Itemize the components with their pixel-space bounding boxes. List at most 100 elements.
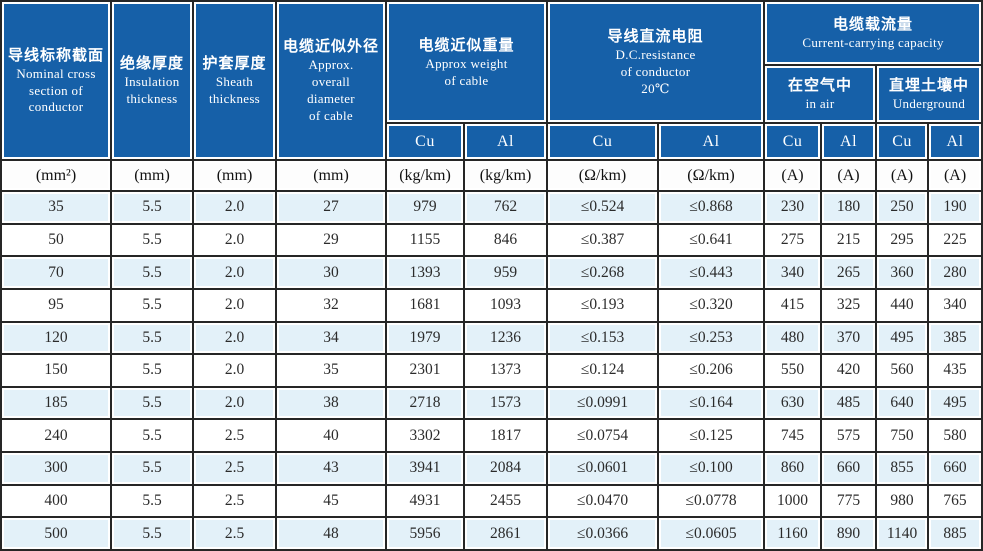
table-cell: 1573 — [465, 387, 547, 419]
table-cell: 70 — [2, 257, 110, 288]
table-cell: 745 — [765, 420, 821, 451]
col-header-underground-en: Underground — [892, 96, 966, 112]
table-cell: 2084 — [465, 453, 547, 484]
table-cell: ≤0.0778 — [659, 485, 764, 517]
table-cell: 4931 — [387, 485, 463, 517]
unit-cell: (kg/km) — [465, 161, 547, 190]
table-cell: 2.0 — [194, 322, 275, 354]
col-header-sheath: 护套厚度 Sheath thickness — [194, 2, 275, 159]
unit-cell: (A) — [877, 161, 928, 190]
table-cell: 1155 — [387, 224, 463, 256]
table-row: 300 5.5 2.5 43 3941 2084 ≤0.0601 ≤0.100 860 660 85… — [2, 453, 982, 484]
table-cell: 5.5 — [112, 257, 192, 288]
table-cell: 95 — [2, 289, 110, 321]
table-cell: 280 — [929, 257, 982, 288]
table-cell: 5.5 — [112, 420, 192, 451]
unit-cell: (kg/km) — [387, 161, 463, 190]
table-cell: 3302 — [387, 420, 463, 451]
table-cell: 885 — [929, 518, 982, 549]
table-cell: 860 — [765, 453, 821, 484]
unit-cell: (mm) — [277, 161, 385, 190]
table-cell: 5.5 — [112, 192, 192, 223]
table-cell: 2.5 — [194, 453, 275, 484]
table-cell: 1093 — [465, 289, 547, 321]
col-header-weight-cu: Cu — [387, 124, 463, 159]
col-header-resistance-en: D.C.resistance of conductor 20℃ — [615, 47, 696, 96]
table-cell: 550 — [765, 355, 821, 386]
header-row-capacity-split: 在空气中 in air 直埋土壤中 Underground — [2, 66, 982, 122]
table-cell: 580 — [929, 420, 982, 451]
col-header-sheath-zh: 护套厚度 — [202, 55, 267, 73]
table-cell: 265 — [822, 257, 876, 288]
table-cell: 1817 — [465, 420, 547, 451]
table-cell: 775 — [822, 485, 876, 517]
table-cell: 750 — [877, 420, 928, 451]
table-row: 95 5.5 2.0 32 1681 1093 ≤0.193 ≤0.320 415 325 440 3… — [2, 289, 982, 321]
table-cell: 2.5 — [194, 420, 275, 451]
table-cell: ≤0.164 — [659, 387, 764, 419]
col-header-sheath-en: Sheath thickness — [208, 74, 261, 106]
table-cell: ≤0.124 — [548, 355, 658, 386]
col-header-diameter-en: Approx. overall diameter of cable — [307, 57, 355, 123]
table-cell: 2.0 — [194, 289, 275, 321]
col-header-underground-zh: 直埋土壤中 — [889, 77, 970, 95]
table-cell: 2455 — [465, 485, 547, 517]
table-cell: 275 — [765, 224, 821, 256]
table-cell: 120 — [2, 322, 110, 354]
units-row: (mm²) (mm) (mm) (mm) (kg/km) (kg/km) (Ω/… — [2, 161, 982, 190]
table-cell: 2.0 — [194, 355, 275, 386]
col-header-weight-zh: 电缆近似重量 — [418, 36, 515, 54]
col-header-nominal-section-zh: 导线标称截面 — [7, 46, 104, 64]
col-header-underground-al: Al — [929, 124, 982, 159]
table-cell: 325 — [822, 289, 876, 321]
col-header-capacity: 电缆载流量 Current-carrying capacity — [765, 2, 982, 64]
table-cell: 890 — [822, 518, 876, 549]
table-cell: 215 — [822, 224, 876, 256]
table-cell: 2301 — [387, 355, 463, 386]
table-cell: 180 — [822, 192, 876, 223]
table-cell: 190 — [929, 192, 982, 223]
table-cell: 485 — [822, 387, 876, 419]
table-body: 35 5.5 2.0 27 979 762 ≤0.524 ≤0.868 230 180 250 190… — [2, 192, 982, 549]
table-cell: 2.0 — [194, 192, 275, 223]
table-cell: 27 — [277, 192, 385, 223]
table-cell: 50 — [2, 224, 110, 256]
table-cell: ≤0.100 — [659, 453, 764, 484]
col-header-nominal-section: 导线标称截面 Nominal cross section of conducto… — [2, 2, 110, 159]
table-cell: 495 — [929, 387, 982, 419]
table-cell: 32 — [277, 289, 385, 321]
table-cell: 1000 — [765, 485, 821, 517]
table-cell: 1393 — [387, 257, 463, 288]
table-cell: 5.5 — [112, 453, 192, 484]
table-cell: 495 — [877, 322, 928, 354]
table-cell: 435 — [929, 355, 982, 386]
table-cell: 5.5 — [112, 518, 192, 549]
col-header-weight-en: Approx weight of cable — [425, 55, 508, 88]
table-cell: 500 — [2, 518, 110, 549]
table-cell: ≤0.0601 — [548, 453, 658, 484]
table-row: 150 5.5 2.0 35 2301 1373 ≤0.124 ≤0.206 550 420 560… — [2, 355, 982, 386]
unit-cell: (A) — [929, 161, 982, 190]
table-cell: 385 — [929, 322, 982, 354]
table-header: 导线标称截面 Nominal cross section of conducto… — [2, 2, 982, 190]
table-cell: 150 — [2, 355, 110, 386]
table-cell: 2.0 — [194, 257, 275, 288]
table-cell: 29 — [277, 224, 385, 256]
table-row: 120 5.5 2.0 34 1979 1236 ≤0.153 ≤0.253 480 370 495… — [2, 322, 982, 354]
table-cell: ≤0.0470 — [548, 485, 658, 517]
table-cell: 575 — [822, 420, 876, 451]
table-cell: 2.0 — [194, 224, 275, 256]
table-row: 50 5.5 2.0 29 1155 846 ≤0.387 ≤0.641 275 215 295 22… — [2, 224, 982, 256]
table-cell: 1140 — [877, 518, 928, 549]
table-cell: 5.5 — [112, 289, 192, 321]
unit-cell: (Ω/km) — [659, 161, 764, 190]
table-cell: ≤0.193 — [548, 289, 658, 321]
table-cell: 360 — [877, 257, 928, 288]
table-cell: ≤0.641 — [659, 224, 764, 256]
table-cell: ≤0.206 — [659, 355, 764, 386]
table-cell: 762 — [465, 192, 547, 223]
table-cell: 5.5 — [112, 355, 192, 386]
table-cell: ≤0.268 — [548, 257, 658, 288]
table-cell: ≤0.0754 — [548, 420, 658, 451]
